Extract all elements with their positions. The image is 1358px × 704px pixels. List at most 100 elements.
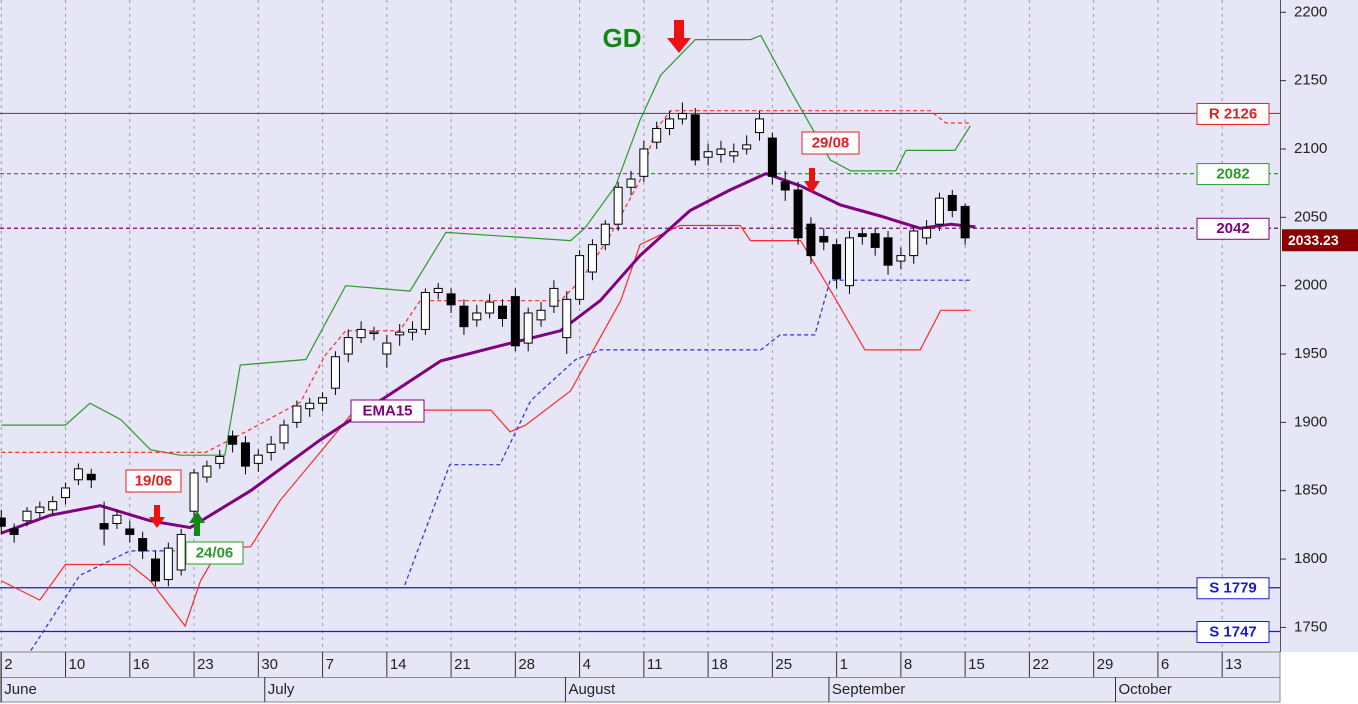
candle-body — [755, 118, 765, 134]
candle-body — [909, 230, 919, 257]
candle-body — [549, 287, 559, 307]
candle-body — [228, 435, 238, 445]
indicator-line — [1, 34, 971, 456]
annotation-box — [801, 131, 860, 155]
y-tick-label: 2050 — [1294, 208, 1327, 225]
candle-body — [138, 538, 148, 552]
x-tick-label: 28 — [518, 656, 535, 673]
x-tick-label: 6 — [1161, 656, 1169, 673]
candle-body — [870, 233, 880, 248]
candle-body — [99, 523, 109, 530]
level-box — [1196, 102, 1270, 125]
candle-body — [819, 235, 829, 243]
y-tick-label: 1800 — [1294, 550, 1327, 567]
level-label: R 2126 — [1209, 105, 1257, 122]
x-tick-label: 21 — [454, 656, 471, 673]
level-box — [1196, 217, 1270, 240]
candle-body — [600, 223, 610, 246]
candle-body — [202, 465, 212, 478]
lines-layer — [0, 34, 976, 651]
down-arrow — [149, 505, 165, 528]
x-tick-label: 10 — [69, 656, 86, 673]
annotation: 19/06 — [135, 472, 173, 489]
month-label: September — [832, 681, 905, 698]
candle-body — [780, 181, 790, 191]
up-arrow — [189, 511, 205, 536]
candle-body — [356, 328, 366, 339]
candle-body — [408, 328, 418, 333]
candle-body — [742, 144, 752, 150]
candle-body — [48, 501, 58, 511]
candle-body — [22, 510, 32, 522]
candle-body — [729, 151, 739, 157]
candle-body — [330, 356, 340, 389]
last-price-label: 2033.23 — [1288, 232, 1339, 248]
candle-body — [112, 514, 122, 525]
x-tick-label: 2 — [4, 656, 12, 673]
x-tick-label: 22 — [1032, 656, 1049, 673]
candle-body — [343, 337, 353, 355]
level-label: 2042 — [1216, 220, 1249, 237]
y-tick-label: 1950 — [1294, 345, 1327, 362]
candle-body — [420, 292, 430, 330]
indicator-line — [30, 279, 971, 651]
candle-body — [562, 298, 572, 339]
down-arrow — [667, 20, 691, 53]
candle-body — [151, 558, 161, 582]
candle-body — [613, 186, 623, 225]
candle-body — [690, 114, 700, 161]
candle-body — [73, 468, 83, 481]
level-label: 2082 — [1216, 166, 1249, 183]
level-label: S 1747 — [1209, 623, 1257, 640]
candle-body — [9, 528, 19, 535]
last-price-box — [1282, 229, 1358, 252]
annotation-layer: 19/06 24/06 29/08 GD R 2126 2082 2042 S 177… — [125, 20, 1270, 643]
candle-body — [806, 223, 816, 257]
legend-label: EMA15 — [362, 402, 412, 419]
candles-layer — [0, 102, 970, 587]
candle-body — [665, 118, 675, 129]
candle-body — [716, 148, 726, 155]
y-axis-background — [1280, 0, 1358, 652]
y-tick-label: 2000 — [1294, 277, 1327, 294]
candle-body — [896, 255, 906, 262]
y-tick-label: 1900 — [1294, 413, 1327, 430]
candle-body — [86, 473, 96, 481]
candle-body — [587, 244, 597, 273]
candle-body — [240, 442, 250, 467]
candle-body — [35, 506, 45, 514]
candle-body — [934, 197, 944, 225]
candle-body — [305, 402, 315, 410]
x-tick-label: 7 — [326, 656, 334, 673]
month-label: October — [1119, 681, 1172, 698]
y-tick-label: 1750 — [1294, 618, 1327, 635]
candle-body — [279, 424, 289, 444]
candle-body — [626, 178, 636, 188]
x-tick-label: 11 — [647, 656, 663, 673]
candle-body — [163, 547, 173, 581]
candle-body — [832, 244, 842, 280]
x-tick-label: 16 — [133, 656, 150, 673]
candle-body — [125, 528, 135, 535]
candle-body — [433, 287, 443, 294]
x-tick-label: 13 — [1225, 656, 1242, 673]
candle-body — [266, 443, 276, 453]
candle-body — [292, 405, 302, 423]
candle-body — [947, 194, 957, 211]
y-tick-label: 1850 — [1294, 482, 1327, 499]
candle-body — [369, 331, 379, 335]
level-box — [1196, 163, 1270, 186]
x-tick-label: 15 — [968, 656, 985, 673]
x-tick-label: 8 — [904, 656, 912, 673]
candle-body — [523, 312, 533, 344]
level-label: S 1779 — [1209, 580, 1257, 597]
x-tick-label: 29 — [1097, 656, 1114, 673]
candle-body — [793, 189, 803, 239]
x-tick-label: 23 — [197, 656, 214, 673]
y-tick-label: 2150 — [1294, 72, 1327, 89]
candle-body — [960, 205, 970, 239]
candle-body — [446, 293, 456, 306]
x-tick-label: 25 — [775, 656, 792, 673]
